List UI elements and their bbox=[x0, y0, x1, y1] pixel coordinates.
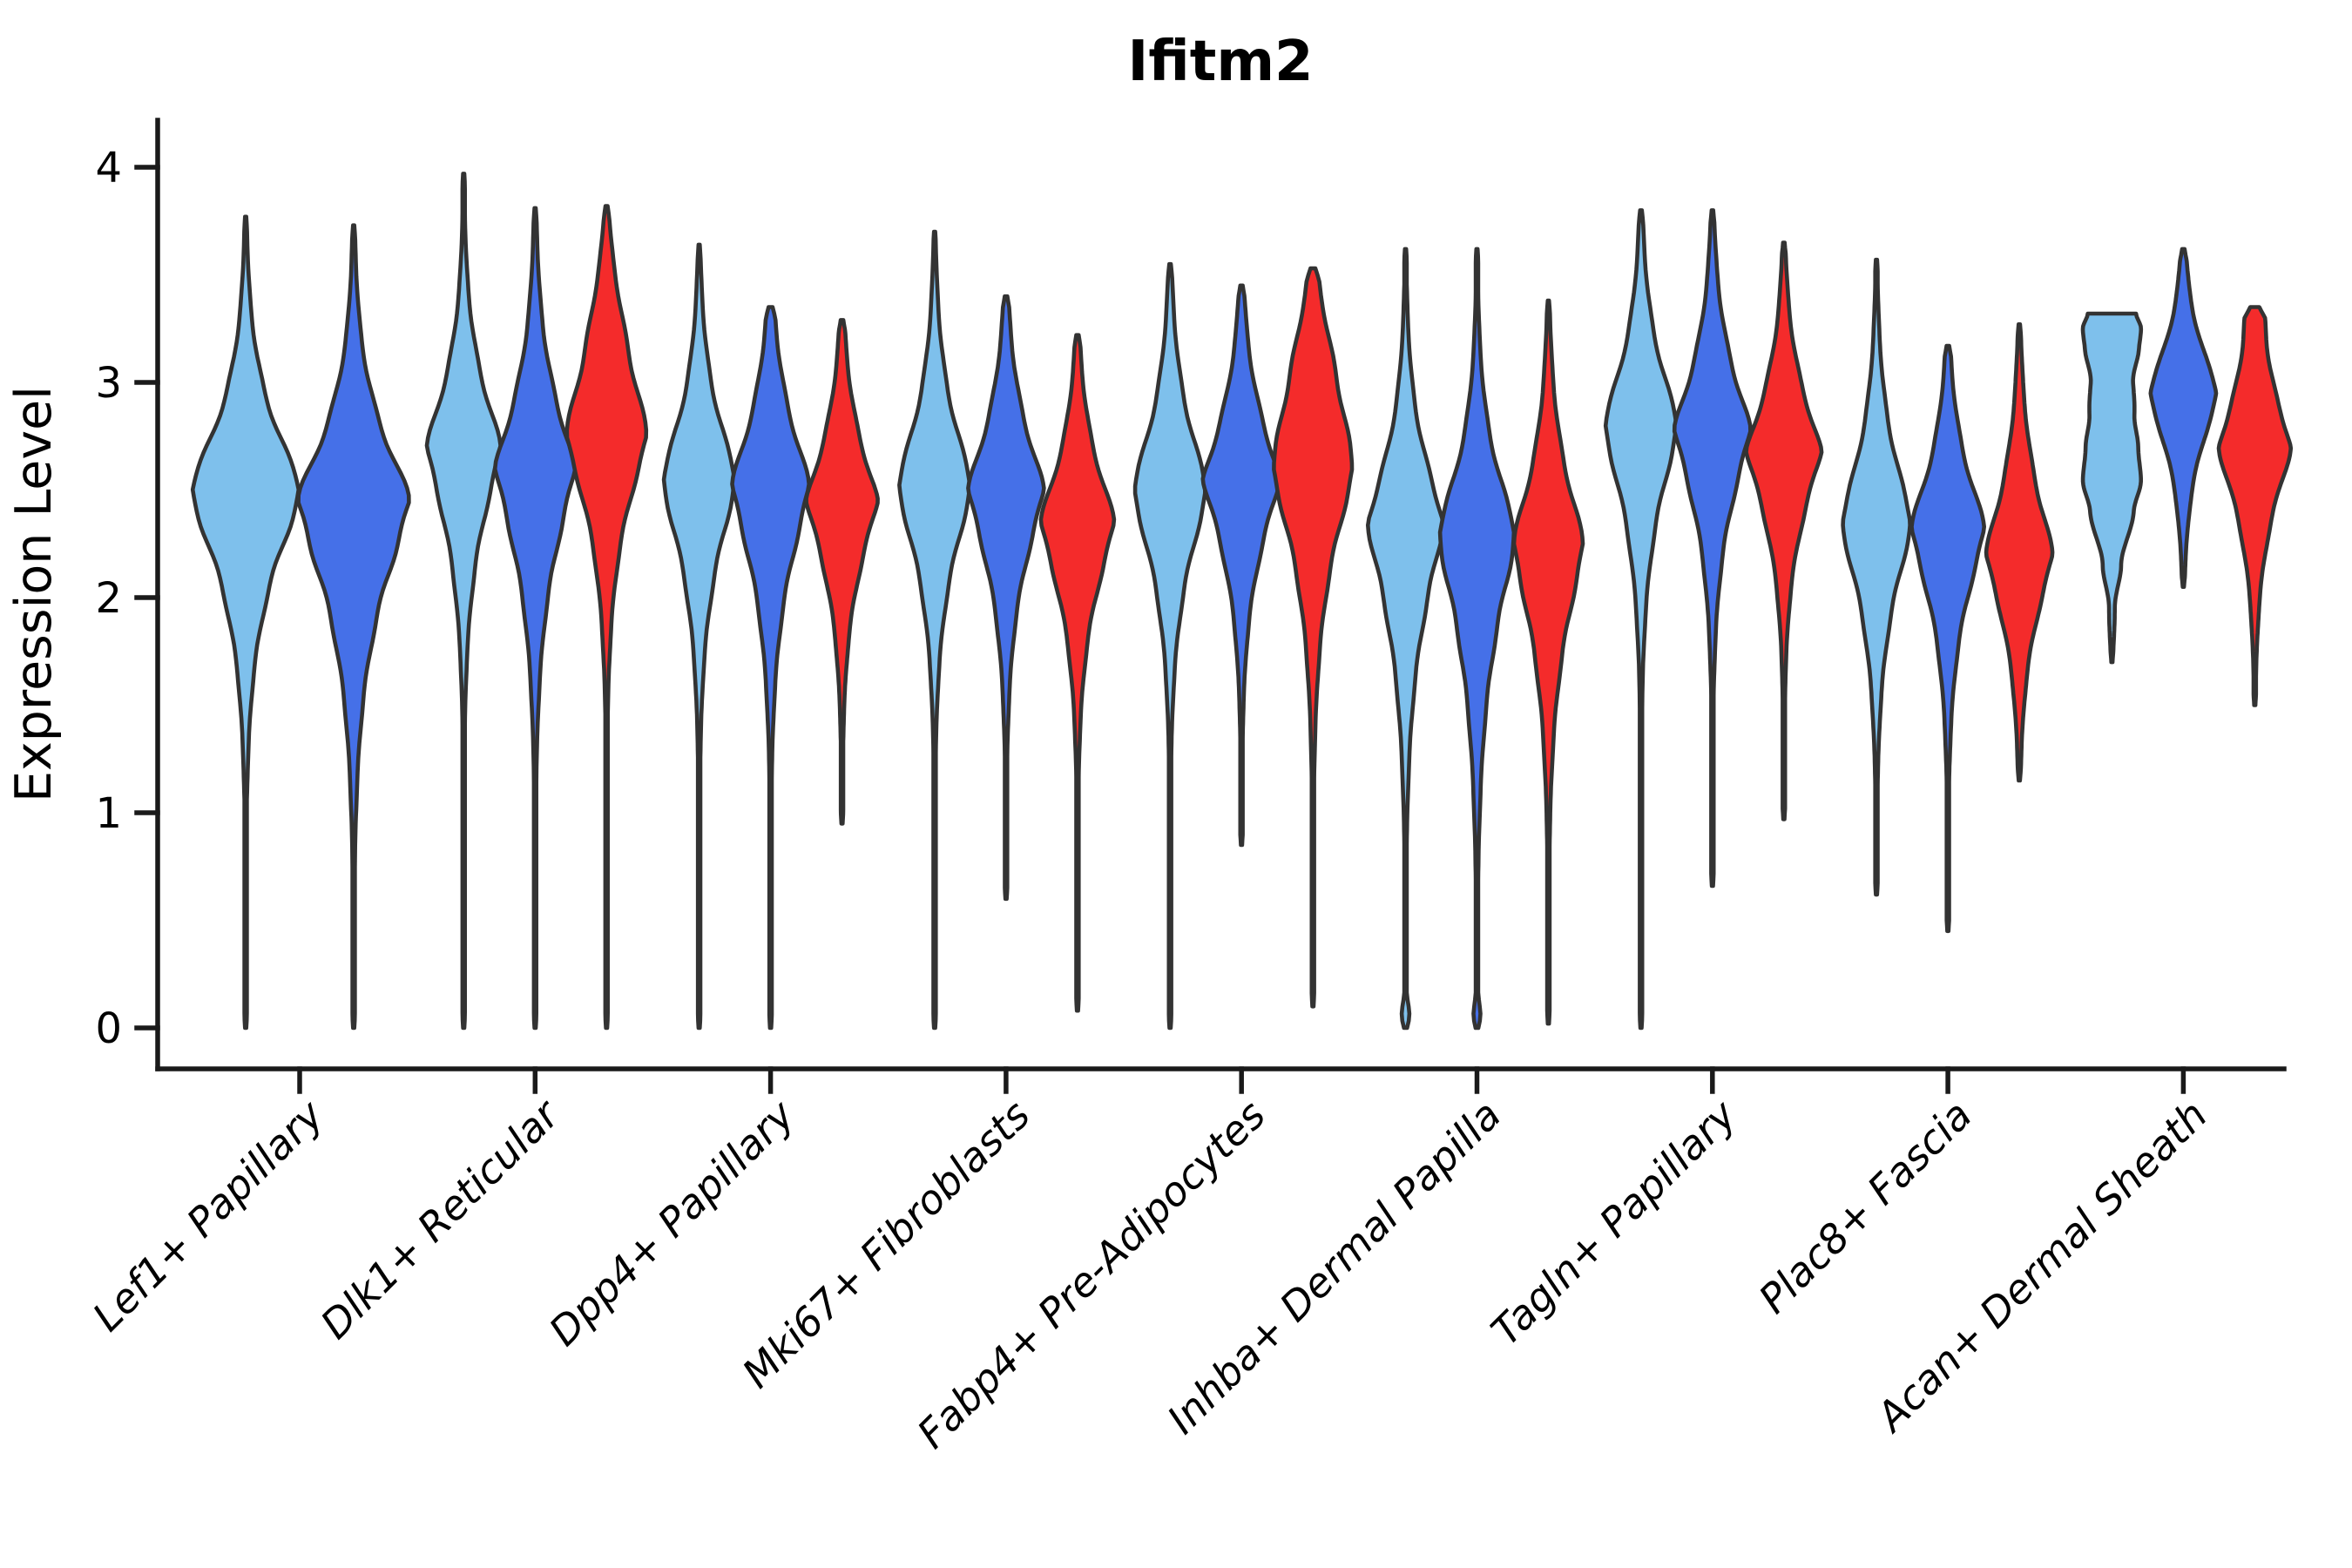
violin-fabp4-light_blue bbox=[1132, 261, 1207, 1031]
violin-plac8-dark_blue bbox=[1909, 343, 1986, 934]
violin-tagln-red bbox=[1744, 240, 1824, 821]
violin-acan-dark_blue bbox=[2148, 247, 2219, 589]
violin-tagln-light_blue bbox=[1603, 208, 1679, 1031]
violin-inhba-light_blue bbox=[1366, 247, 1445, 1031]
violin-dpp4-light_blue bbox=[661, 242, 737, 1031]
violin-tagln-dark_blue bbox=[1672, 208, 1753, 889]
y-tick-label: 4 bbox=[95, 144, 122, 193]
x-category-label: Dlk1+ Reticular bbox=[311, 1089, 570, 1348]
y-tick-labels: 0 1 2 3 4 bbox=[95, 144, 122, 1053]
x-category-label: Dpp4+ Papillary bbox=[540, 1091, 804, 1355]
violin-dlk1-red bbox=[564, 204, 649, 1031]
y-tick-label: 2 bbox=[95, 574, 122, 623]
y-tick-label: 3 bbox=[95, 359, 122, 408]
tick-marks-layer bbox=[134, 165, 2186, 1094]
x-category-label: Plac8+ Fascia bbox=[1749, 1092, 1980, 1322]
violin-lef1-light_blue bbox=[190, 214, 301, 1031]
violin-plac8-red bbox=[1984, 322, 2055, 783]
violin-fabp4-dark_blue bbox=[1200, 283, 1282, 848]
x-category-labels: Lef1+ Papillary Dlk1+ Reticular Dpp4+ Pa… bbox=[84, 1089, 2216, 1457]
violin-dlk1-dark_blue bbox=[492, 206, 578, 1031]
violin-inhba-red bbox=[1511, 298, 1585, 1026]
violin-dpp4-dark_blue bbox=[730, 305, 811, 1031]
axes-spines bbox=[155, 118, 2287, 1071]
violin-mki67-dark_blue bbox=[966, 294, 1046, 902]
violin-plac8-light_blue bbox=[1841, 257, 1912, 897]
violin-fabp4-red bbox=[1272, 266, 1355, 1009]
violins-layer bbox=[190, 172, 2294, 1031]
y-tick-label: 0 bbox=[95, 1004, 122, 1053]
violin-acan-light_blue bbox=[2080, 311, 2144, 665]
violin-acan-red bbox=[2216, 305, 2294, 707]
violin-mki67-red bbox=[1038, 333, 1117, 1013]
violin-dlk1-light_blue bbox=[424, 172, 503, 1031]
x-category-label: Lef1+ Papillary bbox=[84, 1091, 333, 1340]
x-category-label: Tagln+ Papillary bbox=[1482, 1091, 1746, 1355]
chart-title: Ifitm2 bbox=[1127, 30, 1313, 94]
y-axis-label: Expression Level bbox=[5, 386, 63, 802]
y-tick-label: 1 bbox=[95, 789, 122, 838]
violin-lef1-dark_blue bbox=[296, 223, 411, 1031]
violin-inhba-dark_blue bbox=[1437, 247, 1517, 1031]
violin-mki67-light_blue bbox=[897, 229, 972, 1031]
violin-dpp4-red bbox=[804, 318, 880, 826]
